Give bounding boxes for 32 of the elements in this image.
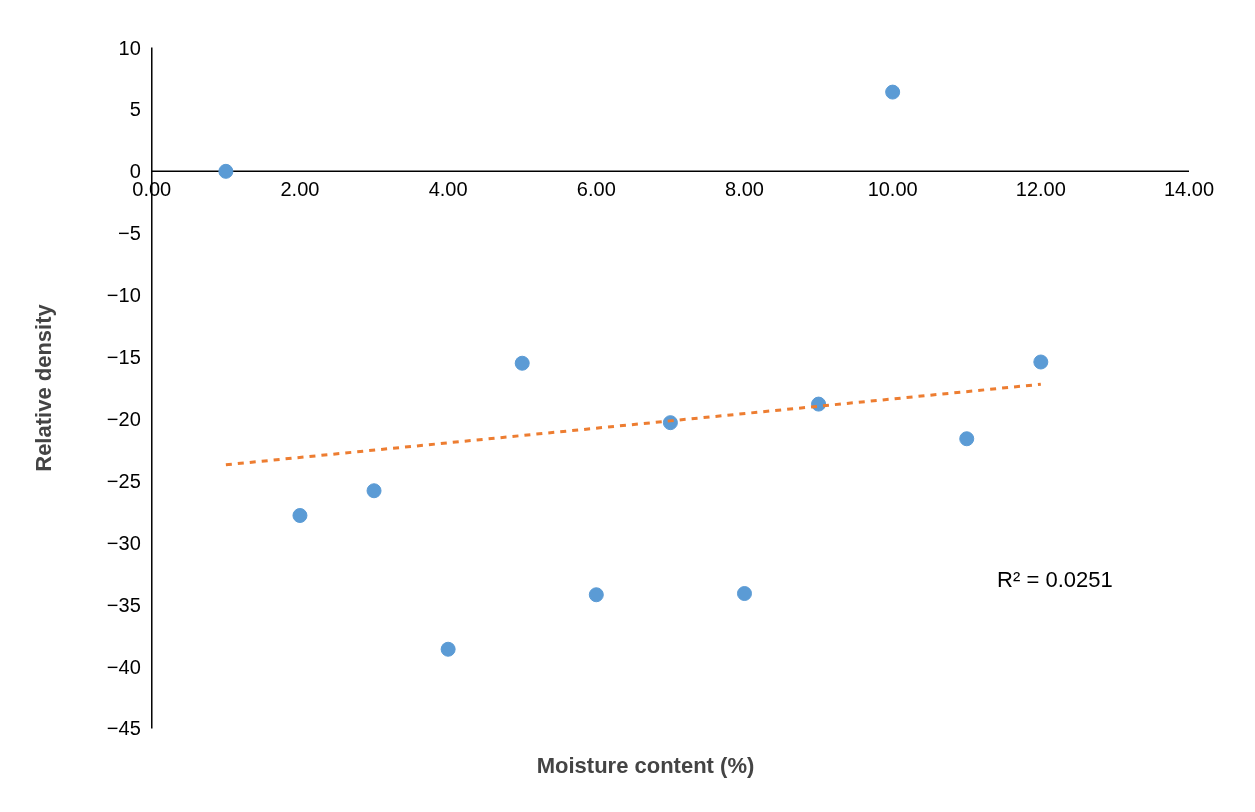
- x-tick-label: 2.00: [280, 178, 320, 201]
- y-tick-label: 10: [118, 36, 141, 59]
- point: [1033, 354, 1049, 370]
- point: [736, 586, 752, 602]
- point: [218, 163, 234, 179]
- y-tick-label: −5: [117, 222, 141, 245]
- y-tick-label: −45: [106, 717, 141, 740]
- x-tick-label: 8.00: [725, 178, 764, 201]
- point: [959, 431, 975, 447]
- y-tick-label: 5: [129, 98, 141, 121]
- y-tick-label: −15: [106, 346, 141, 369]
- x-tick-label: 4.00: [428, 178, 468, 201]
- y-tick-label: −20: [106, 407, 141, 430]
- y-tick-label: −35: [106, 593, 141, 616]
- point: [885, 84, 901, 100]
- x-tick-label: 12.00: [1015, 178, 1066, 201]
- annotation: R² = 0.0251: [997, 567, 1113, 593]
- point: [292, 508, 308, 524]
- y-tick-label: 0: [129, 160, 141, 183]
- x-tick-label: 10.00: [867, 178, 918, 201]
- y-tick-label: −40: [106, 655, 141, 678]
- y-axis-title: Relative density: [30, 303, 56, 472]
- x-tick-label: 14.00: [1163, 178, 1215, 201]
- point: [514, 355, 530, 371]
- x-tick-label: 6.00: [576, 178, 616, 201]
- point: [440, 641, 456, 657]
- x-axis-title: Moisture content (%): [536, 752, 755, 778]
- point: [588, 587, 604, 603]
- y-tick-label: −30: [106, 531, 141, 554]
- y-tick-label: −10: [106, 284, 141, 307]
- point: [366, 483, 382, 499]
- y-tick-label: −25: [106, 469, 141, 492]
